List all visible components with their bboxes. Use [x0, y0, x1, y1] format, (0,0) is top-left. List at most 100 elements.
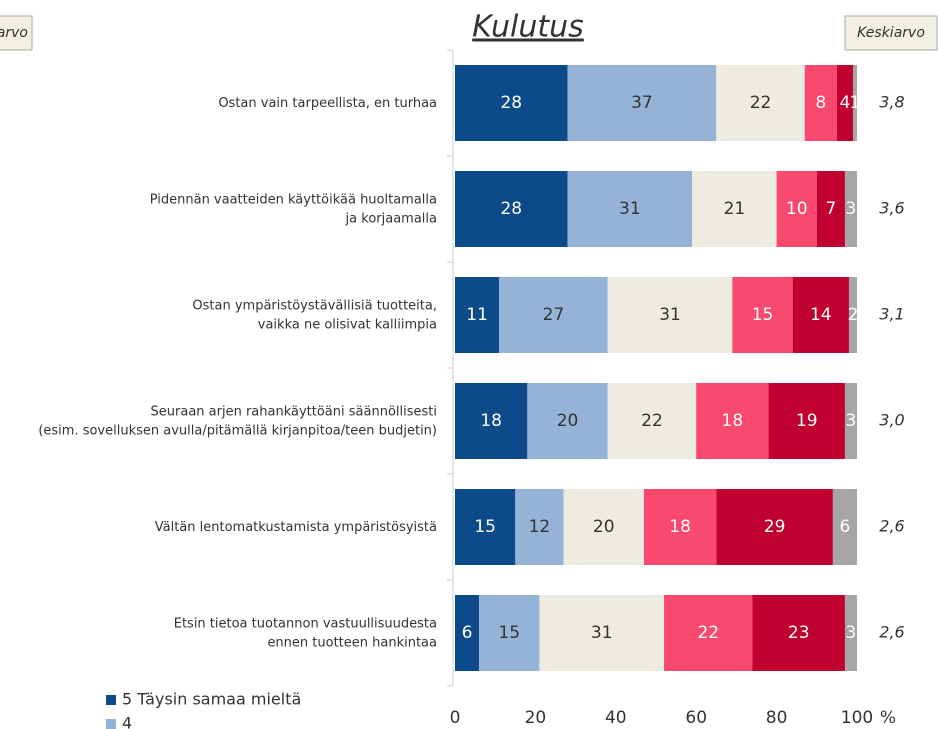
bar-segment	[804, 65, 837, 141]
bar-segment	[455, 383, 528, 459]
data-label: 11	[466, 305, 488, 325]
x-tick-label: 20	[525, 708, 547, 728]
bar-segment	[852, 65, 857, 141]
data-label: 4	[840, 93, 851, 113]
data-label: 22	[750, 93, 772, 113]
bar-segment	[527, 383, 608, 459]
chart-title: Kulutus	[472, 10, 584, 45]
data-label: 15	[498, 623, 520, 643]
data-label: 27	[543, 305, 565, 325]
data-label: 3	[846, 411, 857, 431]
data-label: 28	[500, 199, 522, 219]
bar-segment	[844, 171, 857, 247]
data-label: 12	[529, 517, 551, 537]
average-label: 3,1	[879, 305, 904, 324]
data-label: 20	[593, 517, 615, 537]
bar-segment	[643, 489, 717, 565]
data-label: 18	[669, 517, 691, 537]
bar-segment	[455, 171, 568, 247]
bar-segment	[607, 277, 733, 353]
x-tick-label: 60	[685, 708, 707, 728]
bar-segment	[692, 171, 777, 247]
bar-segment	[479, 595, 540, 671]
bar-segment	[848, 277, 857, 353]
data-label: 29	[764, 517, 786, 537]
legend-swatch	[106, 695, 116, 705]
bar-segment	[816, 171, 845, 247]
data-label: 18	[722, 411, 744, 431]
bar-segment	[515, 489, 564, 565]
average-label: 3,0	[879, 411, 904, 430]
category-label: Etsin tietoa tuotannon vastuullisuudesta…	[174, 616, 437, 650]
category-label: Ostan ympäristöystävällisiä tuotteita, va…	[192, 298, 437, 332]
bar-segment	[455, 489, 516, 565]
average-header: Keskiarvo	[857, 25, 925, 41]
data-label: 10	[786, 199, 808, 219]
legend-swatch	[106, 719, 116, 729]
bar-segment	[664, 595, 753, 671]
legend-label: 4	[122, 714, 132, 729]
bar-segment	[567, 171, 693, 247]
bar-segment	[716, 65, 805, 141]
average-label: 3,6	[879, 199, 904, 218]
data-label: 22	[641, 411, 663, 431]
category-label: Ostan vain tarpeellista, en turhaa	[218, 96, 437, 111]
data-label: 37	[631, 93, 653, 113]
data-label: 31	[659, 305, 681, 325]
category-label: Seuraan arjen rahankäyttöäni säännöllise…	[38, 404, 437, 438]
data-label: 2	[848, 305, 859, 325]
x-axis-label: %	[880, 708, 896, 728]
bar-segment	[732, 277, 793, 353]
bar-segment	[563, 489, 644, 565]
data-label: 31	[591, 623, 613, 643]
bar-segment	[499, 277, 608, 353]
bar-segment	[844, 595, 857, 671]
legend-label: 5 Täysin samaa mieltä	[122, 690, 301, 709]
data-label: 22	[697, 623, 719, 643]
bar-segment	[768, 383, 845, 459]
data-label: 3	[846, 623, 857, 643]
bar-segment	[455, 65, 568, 141]
data-label: 15	[474, 517, 496, 537]
bar-segment	[836, 65, 853, 141]
average-label: 3,8	[879, 93, 904, 112]
bar-segment	[776, 171, 817, 247]
bar-segment	[696, 383, 769, 459]
x-tick-label: 80	[766, 708, 788, 728]
x-tick-label: 0	[450, 708, 461, 728]
bar-segment	[752, 595, 845, 671]
bar-segment	[455, 277, 500, 353]
bar-segment	[455, 595, 480, 671]
data-label: 8	[815, 93, 826, 113]
data-label: 18	[480, 411, 502, 431]
bar-segment	[607, 383, 697, 459]
left-header-box	[0, 15, 33, 51]
average-label: 2,6	[879, 623, 904, 642]
data-label: 21	[724, 199, 746, 219]
category-label: Vältän lentomatkustamista ympäristösyist…	[155, 520, 437, 535]
data-label: 19	[796, 411, 818, 431]
data-label: 6	[840, 517, 851, 537]
bar-segment	[792, 277, 849, 353]
x-tick-label: 100	[841, 708, 873, 728]
bar-segment	[567, 65, 717, 141]
data-label: 20	[557, 411, 579, 431]
category-label: Pidennän vaatteiden käyttöikää huoltamal…	[150, 192, 437, 226]
data-label: 15	[752, 305, 774, 325]
data-label: 28	[500, 93, 522, 113]
data-label: 14	[810, 305, 832, 325]
data-label: 6	[462, 623, 473, 643]
data-label: 3	[846, 199, 857, 219]
bar-segment	[539, 595, 665, 671]
data-label: 7	[825, 199, 836, 219]
data-label: 1	[850, 93, 861, 113]
bar-segment	[716, 489, 833, 565]
bar-segment	[844, 383, 857, 459]
data-label: 31	[619, 199, 641, 219]
bar-segment	[832, 489, 857, 565]
average-header-box	[844, 15, 938, 51]
x-tick-label: 40	[605, 708, 627, 728]
data-label: 23	[788, 623, 810, 643]
average-label: 2,6	[879, 517, 904, 536]
